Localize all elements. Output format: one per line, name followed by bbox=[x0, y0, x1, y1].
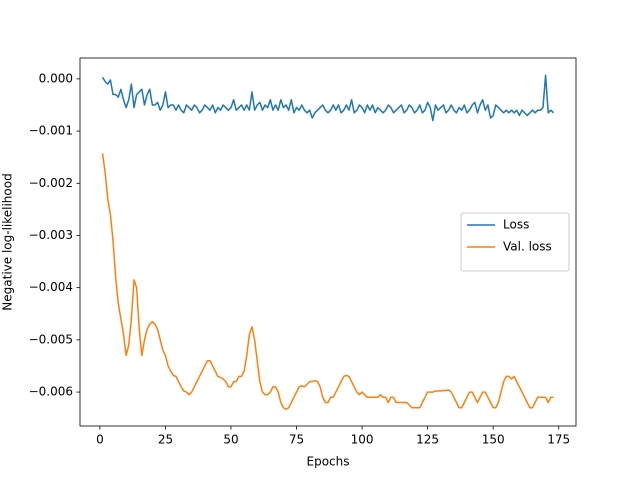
y-tick-label: −0.003 bbox=[29, 228, 73, 242]
legend-label: Val. loss bbox=[503, 240, 552, 254]
y-tick-label: −0.001 bbox=[29, 124, 73, 138]
x-tick-label: 125 bbox=[416, 433, 439, 447]
x-tick-label: 75 bbox=[289, 433, 304, 447]
plot-frame bbox=[79, 57, 577, 427]
x-tick-label: 50 bbox=[223, 433, 238, 447]
x-tick-label: 100 bbox=[351, 433, 374, 447]
y-axis-label: Negative log-likelihood bbox=[1, 173, 15, 310]
x-axis-label: Epochs bbox=[307, 455, 350, 469]
series-line bbox=[101, 153, 554, 411]
legend-label: Loss bbox=[503, 218, 529, 232]
y-tick-label: −0.004 bbox=[29, 280, 73, 294]
y-tick-label: 0.000 bbox=[39, 71, 73, 85]
x-tick-label: 150 bbox=[482, 433, 505, 447]
x-tick-label: 0 bbox=[96, 433, 104, 447]
series-line bbox=[101, 74, 554, 122]
x-tick-label: 25 bbox=[158, 433, 173, 447]
legend-box bbox=[460, 212, 570, 272]
x-tick-label: 175 bbox=[547, 433, 570, 447]
y-tick-label: −0.006 bbox=[29, 385, 73, 399]
y-tick-label: −0.005 bbox=[29, 332, 73, 346]
y-tick-label: −0.002 bbox=[29, 176, 73, 190]
